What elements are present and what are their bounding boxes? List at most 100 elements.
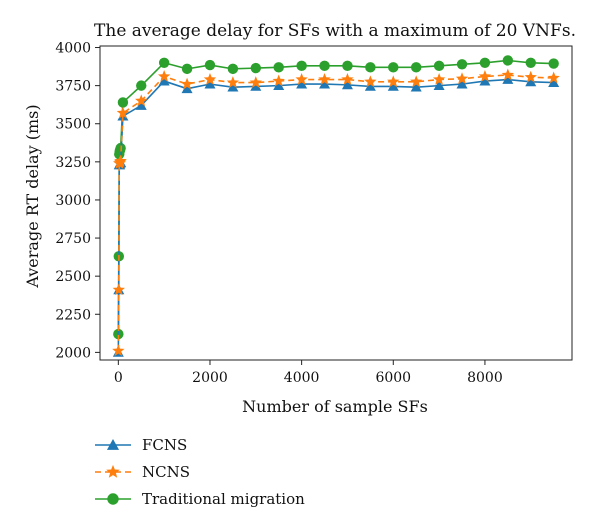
data-point — [296, 78, 308, 89]
data-point — [135, 94, 148, 107]
data-point — [479, 75, 491, 86]
data-point — [455, 72, 469, 85]
data-point — [364, 80, 376, 91]
data-point — [181, 83, 193, 94]
y-tick-label: 4000 — [55, 41, 91, 57]
data-point — [116, 106, 130, 119]
data-point — [387, 75, 400, 88]
y-tick-label: 2750 — [55, 231, 91, 247]
y-tick-label: 3000 — [55, 193, 91, 209]
data-point — [318, 73, 331, 85]
data-point — [341, 79, 353, 90]
x-axis-ticks: 0 2000 4000 6000 8000 — [114, 360, 503, 386]
data-point — [114, 154, 127, 167]
x-tick-label: 8000 — [467, 370, 503, 386]
series-line — [117, 59, 554, 335]
data-point — [478, 69, 492, 82]
legend-marker — [106, 464, 120, 478]
data-point — [296, 60, 307, 72]
data-point — [433, 80, 445, 91]
data-point — [364, 75, 377, 88]
data-point — [525, 76, 537, 87]
data-point — [250, 62, 262, 74]
series-ncns — [112, 68, 560, 357]
series-traditional-migration — [113, 55, 559, 340]
data-point — [502, 74, 514, 84]
y-tick-label: 3750 — [55, 79, 91, 95]
data-point — [250, 80, 262, 91]
data-point — [112, 344, 125, 357]
legend-entry: NCNS — [95, 463, 190, 481]
data-point — [157, 69, 171, 82]
plot-frame — [99, 45, 573, 361]
data-point — [158, 75, 170, 86]
plot-area — [112, 55, 560, 357]
data-point — [410, 81, 422, 92]
legend-label: Traditional migration — [142, 490, 305, 508]
data-point — [204, 78, 216, 89]
x-tick-label: 6000 — [375, 370, 411, 386]
y-axis-label: Average RT delay (ms) — [23, 104, 42, 288]
data-point — [548, 58, 559, 69]
series-line — [117, 74, 554, 351]
data-point — [295, 73, 308, 85]
data-point — [227, 81, 239, 92]
data-point — [479, 57, 491, 68]
data-point — [112, 283, 125, 296]
y-tick-label: 2500 — [55, 269, 91, 285]
y-tick-label: 3250 — [55, 155, 91, 171]
series-line — [117, 78, 554, 353]
data-point — [387, 80, 399, 91]
data-point — [525, 57, 536, 68]
legend-label: FCNS — [142, 436, 187, 454]
data-point — [547, 71, 560, 84]
data-point — [388, 62, 399, 73]
legend: FCNS NCNS Traditional migration — [95, 436, 305, 508]
data-point — [249, 76, 262, 88]
data-point — [203, 73, 217, 85]
data-point — [548, 77, 560, 87]
data-point — [501, 68, 515, 81]
y-tick-label: 3500 — [55, 117, 91, 133]
data-point — [272, 74, 285, 87]
x-tick-label: 0 — [114, 370, 123, 386]
series-fcns — [112, 74, 560, 357]
x-tick-label: 4000 — [284, 370, 320, 386]
y-tick-label: 2250 — [55, 307, 91, 323]
legend-entry: FCNS — [95, 436, 187, 454]
data-point — [204, 59, 216, 71]
data-point — [319, 78, 331, 89]
data-point — [456, 59, 468, 70]
data-point — [227, 63, 239, 75]
data-point — [136, 80, 147, 91]
x-axis-label: Number of sample SFs — [242, 397, 428, 416]
y-tick-label: 2000 — [55, 345, 91, 361]
data-point — [410, 75, 423, 88]
data-point — [432, 73, 446, 85]
data-point — [365, 62, 376, 73]
data-point — [524, 70, 537, 83]
data-point — [180, 77, 194, 90]
data-point — [226, 76, 240, 88]
data-point — [135, 99, 147, 110]
data-point — [342, 60, 353, 72]
data-point — [117, 97, 129, 108]
data-point — [181, 63, 193, 75]
legend-marker — [107, 493, 119, 505]
data-point — [158, 57, 170, 68]
data-point — [502, 55, 514, 66]
data-point — [273, 62, 284, 73]
data-point — [433, 60, 445, 72]
legend-marker — [106, 438, 120, 450]
data-point — [410, 62, 422, 73]
x-tick-label: 2000 — [192, 370, 228, 386]
y-axis-ticks: 2000 2250 2500 2750 3000 3250 3500 3750 4000 — [55, 41, 100, 361]
data-point — [273, 80, 285, 91]
data-point — [319, 60, 330, 72]
legend-entry: Traditional migration — [95, 490, 305, 508]
chart-title: The average delay for SFs with a maximum… — [94, 21, 576, 41]
data-point — [456, 78, 468, 89]
legend-label: NCNS — [142, 463, 190, 481]
data-point — [341, 73, 354, 85]
